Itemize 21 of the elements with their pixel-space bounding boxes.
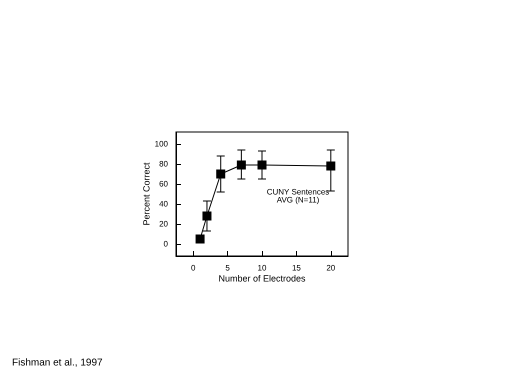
point [236, 160, 246, 170]
y-tick-label: 0 [164, 240, 169, 248]
x-tick-label: 15 [292, 264, 302, 272]
point [216, 170, 226, 178]
y-tick-label: 100 [154, 140, 169, 148]
y-tick-label: 40 [159, 200, 169, 208]
x-tick-label: 5 [225, 264, 230, 272]
x-tick-label: 20 [326, 264, 336, 272]
annotation: CUNY Sentences AVG (N=11) [266, 188, 330, 204]
point [196, 234, 205, 244]
y-tick-label: 80 [159, 160, 169, 168]
x-axis-title: Number of Electrodes [218, 274, 306, 284]
x-tick-label: 10 [258, 264, 267, 272]
point [202, 212, 212, 220]
y-axis-title: Percent Correct [141, 162, 152, 226]
text: Fishman et al., 1997 [12, 358, 104, 368]
point [258, 160, 266, 170]
x-tick-label: 0 [190, 264, 196, 272]
point [326, 162, 336, 170]
y-tick-label: 20 [159, 220, 169, 228]
y-tick-label: 60 [159, 180, 169, 188]
